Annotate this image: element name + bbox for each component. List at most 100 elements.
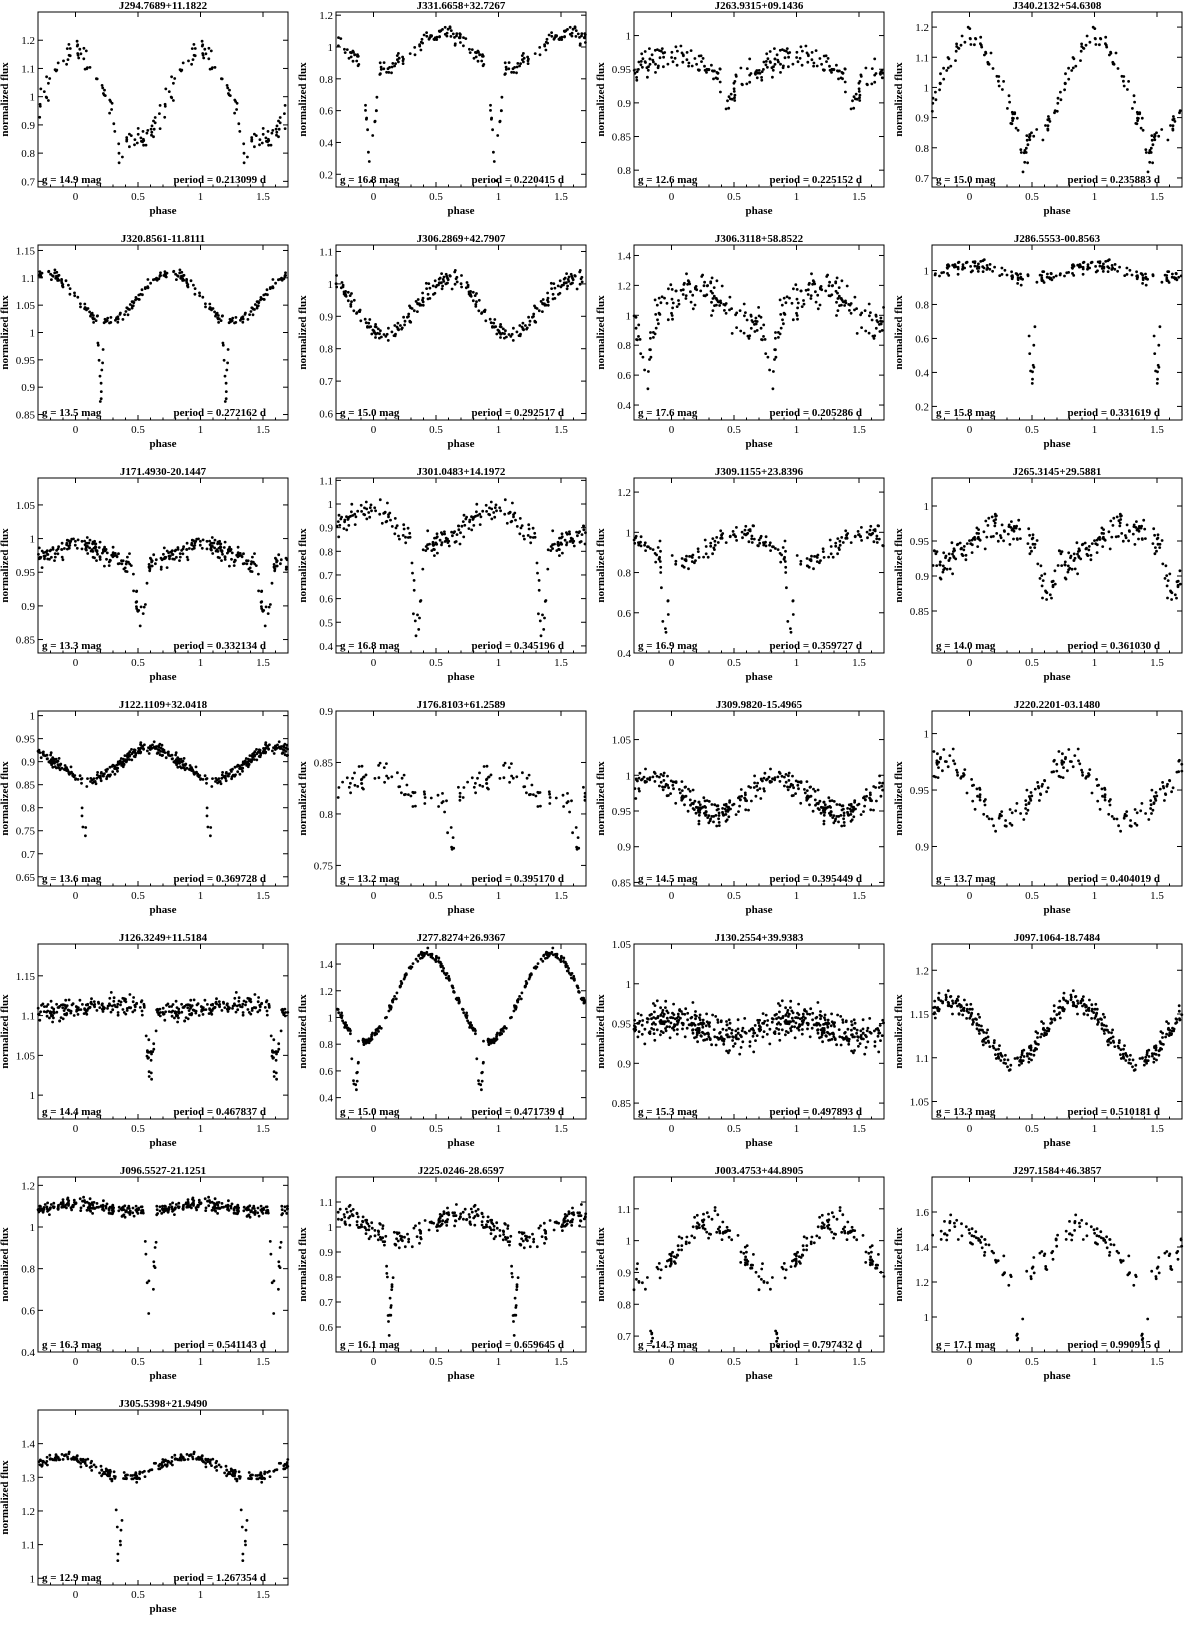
data-point	[529, 535, 532, 539]
data-point	[145, 131, 149, 135]
data-point	[190, 766, 193, 769]
data-point	[958, 541, 962, 545]
x-tick-label: 1.5	[256, 657, 270, 669]
data-point	[1010, 274, 1014, 278]
data-point	[478, 523, 482, 526]
data-point	[53, 555, 57, 559]
data-point	[120, 559, 123, 563]
data-point	[411, 805, 415, 808]
data-point	[798, 56, 802, 60]
data-point	[1087, 548, 1091, 552]
data-point	[1129, 824, 1133, 828]
data-point	[259, 752, 263, 755]
data-point	[503, 498, 507, 502]
data-point	[485, 510, 488, 513]
data-point	[229, 768, 233, 772]
data-point	[786, 785, 789, 789]
data-point	[263, 751, 267, 754]
data-point	[221, 552, 224, 556]
data-point	[842, 821, 846, 824]
data-point	[1169, 590, 1173, 594]
data-point	[394, 526, 398, 530]
data-point	[768, 541, 772, 545]
data-point	[365, 507, 369, 511]
data-point	[124, 562, 128, 566]
data-point	[548, 792, 551, 796]
data-point	[1088, 266, 1091, 270]
data-point	[527, 523, 531, 527]
data-point	[706, 816, 710, 819]
data-point	[771, 68, 775, 72]
data-point	[539, 804, 542, 808]
data-point	[47, 270, 50, 274]
data-point	[252, 758, 256, 761]
data-point	[1172, 276, 1176, 279]
data-point	[90, 311, 94, 315]
data-point	[436, 793, 440, 797]
data-point	[513, 511, 517, 515]
data-point	[763, 771, 767, 775]
data-point	[237, 122, 241, 126]
data-point	[398, 785, 402, 788]
data-point	[428, 286, 432, 290]
data-point	[503, 61, 507, 65]
data-point	[812, 61, 816, 65]
data-point	[999, 536, 1003, 540]
data-point	[701, 273, 704, 277]
data-point	[942, 551, 946, 555]
data-point	[865, 530, 869, 534]
data-point	[868, 314, 871, 318]
data-point	[1055, 762, 1059, 766]
data-point	[745, 67, 749, 70]
data-point	[826, 273, 829, 277]
data-point	[1061, 776, 1065, 779]
plot-frame	[633, 11, 885, 188]
data-point	[565, 272, 568, 275]
data-point	[1176, 579, 1180, 583]
data-point	[651, 775, 655, 779]
data-point	[397, 60, 400, 64]
data-point	[284, 567, 288, 571]
data-point	[1109, 798, 1112, 801]
data-point	[544, 40, 548, 44]
data-point	[547, 790, 551, 794]
period-label: period = 0.205286 d	[770, 407, 862, 419]
data-point	[710, 815, 714, 818]
data-point	[753, 781, 756, 785]
data-point	[734, 813, 738, 816]
data-point	[1025, 134, 1029, 138]
data-point	[639, 540, 642, 544]
magnitude-label: g = 14.5 mag	[638, 873, 698, 885]
data-point	[505, 521, 509, 525]
data-point	[416, 613, 419, 617]
data-point	[109, 316, 113, 319]
data-point	[525, 776, 529, 780]
data-point	[799, 289, 803, 293]
data-point	[138, 748, 142, 752]
data-point	[578, 269, 582, 272]
data-point	[194, 540, 198, 543]
x-tick-label: 0	[669, 657, 675, 669]
data-point	[1112, 516, 1116, 520]
y-tick-label: 0.95	[16, 355, 36, 367]
data-point	[1098, 807, 1102, 811]
data-point	[68, 47, 72, 50]
data-point	[271, 749, 274, 753]
y-tick-label: 0.8	[915, 299, 929, 311]
data-point	[815, 560, 819, 563]
y-tick-label: 0.6	[617, 370, 631, 382]
data-point	[575, 287, 579, 291]
data-point	[98, 774, 102, 778]
x-tick-label: 1	[496, 890, 502, 902]
data-point	[372, 330, 376, 334]
data-point	[724, 541, 728, 544]
data-point	[160, 743, 164, 747]
data-point	[139, 136, 143, 140]
data-point	[1009, 526, 1013, 529]
data-points	[632, 524, 885, 634]
data-point	[172, 81, 175, 85]
y-tick-label: 0.2	[915, 401, 929, 413]
data-point	[80, 781, 83, 785]
data-point	[584, 531, 587, 535]
data-point	[670, 288, 674, 291]
